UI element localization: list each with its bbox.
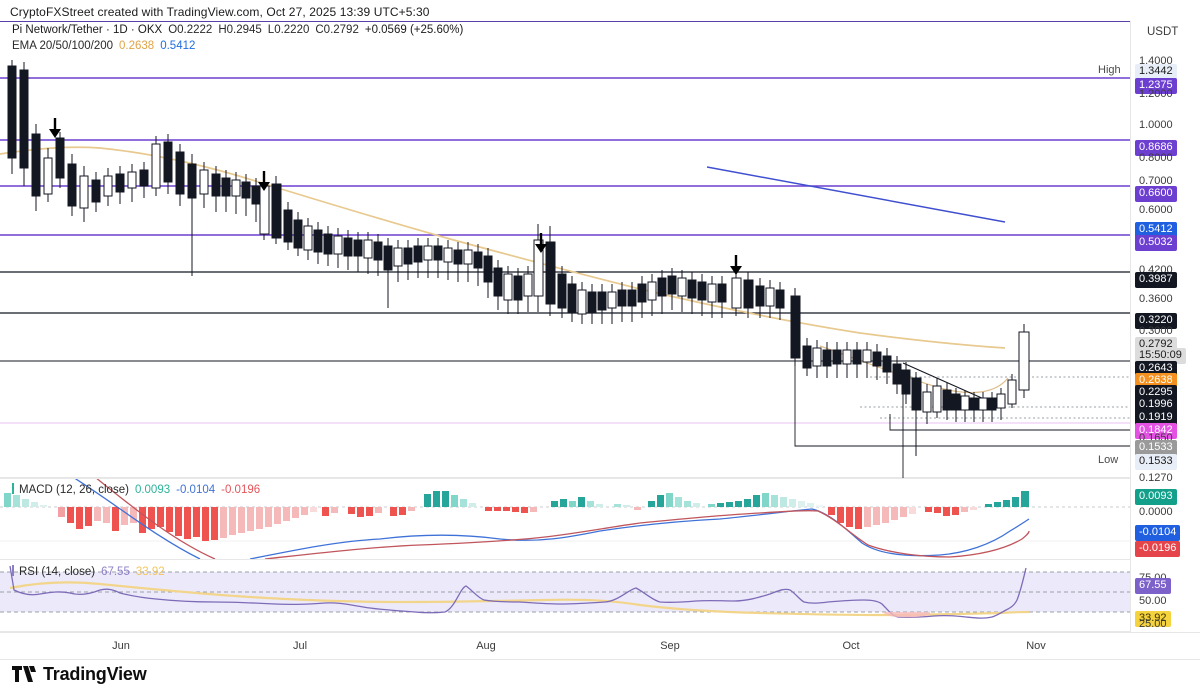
price-scale-label: -0.0104 [1135, 525, 1181, 541]
price-scale-label: 33.92 [1135, 611, 1171, 627]
rsi-oversold-fill [882, 612, 930, 618]
price-scale-high-tag: High [1098, 64, 1121, 76]
macd-color-swatch [12, 483, 14, 494]
rsi-levels [0, 571, 1130, 613]
price-scale-label: 0.0000 [1139, 506, 1173, 518]
price-scale-label: 0.8686 [1135, 140, 1177, 156]
down-arrow-icon [258, 171, 270, 191]
last-candle[interactable] [1018, 324, 1030, 398]
ema-200-line [0, 146, 1006, 349]
time-axis-label: Nov [1026, 640, 1046, 652]
tradingview-logo[interactable]: TradingView [12, 664, 147, 685]
ema-indicator-title[interactable]: EMA 20/50/100/200 [12, 40, 114, 52]
macd-pane[interactable] [0, 478, 1130, 560]
legend-change: +0.0569 (+25.60%) [364, 24, 464, 36]
price-scale-label: 0.1533 [1135, 440, 1177, 456]
ema-value-long: 0.5412 [160, 40, 196, 52]
blue-descending-trendline[interactable] [706, 166, 1006, 223]
macd-signal-line [96, 479, 1030, 559]
rsi-color-swatch [12, 565, 14, 576]
macd-histogram [4, 491, 1029, 541]
attribution-text: CryptoFXStreet created with TradingView.… [10, 5, 430, 19]
price-scale-label: 50.00 [1139, 595, 1167, 607]
price-scale[interactable]: USDT 1.4000 1.3442 High 1.2375 1.2000 1.0000 0… [1098, 21, 1200, 632]
price-scale-label: 0.3987 [1135, 272, 1177, 288]
tradingview-wordmark: TradingView [43, 664, 147, 684]
rsi-pane[interactable] [0, 560, 1130, 632]
price-scale-label: 0.7000 [1139, 175, 1173, 187]
macd-line [74, 479, 1030, 559]
chart-legend-symbol-row: Pi Network/Tether · 1D · OKX O0.2222 H0.29… [12, 24, 463, 36]
price-scale-label: 15:50:09 [1135, 348, 1186, 364]
macd-chart-svg [0, 479, 1130, 559]
rsi-title: RSI (14, close) [19, 566, 96, 578]
price-scale-label: 0.1842 [1135, 423, 1177, 439]
legend-high: H0.2945 [218, 24, 262, 36]
legend-symbol[interactable]: Pi Network/Tether · 1D · OKX [12, 24, 163, 36]
price-scale-label: 0.6600 [1135, 186, 1177, 202]
time-scale[interactable]: Jun Jul Aug Sep Oct Nov [0, 632, 1200, 660]
macd-hist-value: -0.0196 [221, 484, 261, 496]
price-scale-label: 1.2375 [1135, 78, 1177, 94]
candlestick-series [7, 60, 1030, 456]
price-scale-label: 67.55 [1135, 578, 1171, 594]
time-axis-label: Jul [292, 640, 308, 652]
price-scale-unit: USDT [1147, 26, 1179, 38]
legend-close: C0.2792 [315, 24, 359, 36]
price-scale-label: 0.5412 [1135, 222, 1177, 238]
rsi-legend[interactable]: RSI (14, close) 67.55 33.92 [12, 565, 165, 578]
tradingview-mark-icon [12, 666, 36, 682]
legend-low: L0.2220 [267, 24, 310, 36]
time-axis-label: Jun [112, 640, 130, 652]
macd-title: MACD (12, 26, close) [19, 484, 129, 496]
macd-legend[interactable]: MACD (12, 26, close) 0.0093 -0.0104 -0.0196 [12, 483, 260, 496]
macd-value: 0.0093 [134, 484, 171, 496]
price-scale-label: 0.6000 [1139, 204, 1173, 216]
horizontal-level-lines [0, 77, 1130, 424]
price-scale-label: 1.2000 [1139, 88, 1173, 100]
price-scale-label: 25.00 [1139, 618, 1167, 630]
price-scale-label: 0.3220 [1135, 313, 1177, 329]
price-scale-label: 0.3600 [1139, 293, 1173, 305]
price-scale-label: 0.1919 [1135, 410, 1177, 426]
down-arrow-icon [49, 118, 61, 138]
legend-open: O0.2222 [168, 24, 213, 36]
down-arrow-icon [535, 233, 547, 253]
time-axis-label: Aug [476, 640, 496, 652]
price-scale-label: 0.8000 [1139, 152, 1173, 164]
rsi-ma-value: 33.92 [135, 566, 165, 578]
rsi-line [9, 565, 1027, 619]
time-axis-label: Oct [842, 640, 860, 652]
macd-signal-value: -0.0104 [176, 484, 216, 496]
header-divider [0, 21, 1200, 22]
rsi-value: 67.55 [101, 566, 130, 578]
ema-value-short: 0.2638 [119, 40, 155, 52]
price-scale-label: 1.0000 [1139, 119, 1173, 131]
down-arrow-icon [730, 255, 742, 275]
chart-legend-ema-row: EMA 20/50/100/200 0.2638 0.5412 [12, 40, 195, 52]
down-arrow-markers [49, 118, 742, 275]
price-scale-label: 0.5032 [1135, 235, 1177, 251]
price-scale-label: 0.1270 [1139, 472, 1173, 484]
price-scale-label: -0.0196 [1135, 541, 1181, 557]
rsi-chart-svg [0, 565, 1130, 619]
price-scale-label: 1.3442 [1135, 64, 1177, 80]
price-scale-label: 0.3000 [1139, 325, 1173, 337]
price-scale-low-tag: Low [1098, 454, 1119, 466]
price-scale-label: 0.1533 [1135, 454, 1177, 470]
price-scale-label: 0.0093 [1135, 489, 1177, 505]
time-axis-label: Sep [660, 640, 680, 652]
price-pane[interactable] [0, 26, 1130, 478]
price-scale-label: 0.1996 [1135, 397, 1177, 413]
price-chart-svg [0, 60, 1130, 478]
